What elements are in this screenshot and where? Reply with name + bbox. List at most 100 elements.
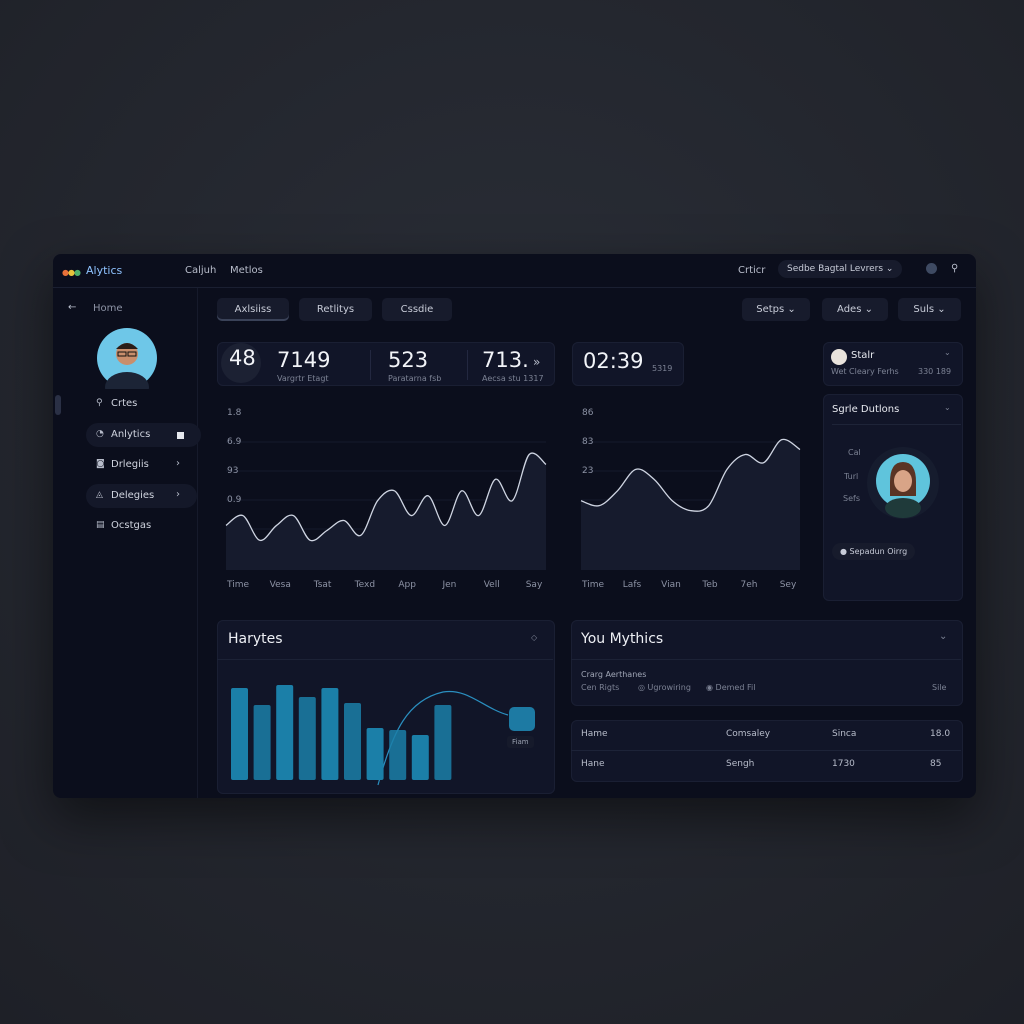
stat-icon: [221, 343, 261, 383]
tab[interactable]: Retlitys: [299, 298, 372, 321]
stat-label: Vargrtr Etagt: [277, 374, 329, 383]
x-label: 7eh: [741, 580, 758, 590]
x-label: Lafs: [623, 580, 642, 590]
avatar: [97, 328, 157, 389]
bell-icon[interactable]: [926, 263, 937, 274]
tag-text: Ugrowiring: [647, 683, 691, 692]
x-label: App: [398, 580, 416, 590]
header-label: Crticr: [738, 265, 766, 276]
line-chart: 86 83 23 Time Lafs Vian Teb 7eh Sey: [580, 408, 801, 590]
menu-item[interactable]: Ocstgas: [111, 520, 152, 531]
tag: ◎ Ugrowiring: [638, 683, 691, 692]
menu-item[interactable]: Crtes: [111, 398, 138, 409]
y-label: 1.8: [227, 408, 242, 418]
x-label: Jen: [441, 580, 456, 590]
bar: [321, 688, 339, 780]
stat-arrow: »: [533, 355, 541, 369]
line: [580, 438, 801, 512]
back-arrow[interactable]: ←: [68, 302, 77, 313]
options-button[interactable]: ● Sepadun Oirrg: [832, 543, 916, 560]
divider: [53, 287, 976, 288]
table-cell: Comsaley: [726, 729, 771, 739]
filter[interactable]: Ades ⌄: [822, 298, 888, 321]
profile-count: 330 189: [918, 367, 952, 376]
table-cell: Sinca: [832, 729, 857, 739]
button-label: Sepadun Oirrg: [849, 547, 908, 556]
menu-icon: ◔: [96, 428, 104, 439]
menu-item[interactable]: Drlegiis: [111, 459, 149, 470]
menu-icon: ◙: [96, 459, 105, 469]
filter-label: Suls: [913, 304, 935, 315]
x-label: Tsat: [313, 580, 332, 590]
menu-icon: ⚲: [96, 398, 103, 408]
x-label: Say: [526, 580, 543, 590]
x-label: Time: [581, 580, 604, 590]
tab[interactable]: Axlsiiss: [217, 298, 289, 321]
option-label: Sefs: [843, 494, 860, 503]
menu-item[interactable]: Delegies: [111, 489, 155, 501]
x-label: Vell: [484, 580, 500, 590]
line: [225, 452, 547, 542]
table: [571, 720, 963, 782]
stat-label: Aecsa stu 1317: [482, 374, 544, 383]
area: [581, 439, 800, 570]
filter-label: Ades: [837, 304, 862, 315]
stat-label: 5319: [652, 364, 673, 373]
nav-link[interactable]: Metlos: [230, 265, 263, 276]
profile-name: Stalr: [851, 350, 875, 361]
tab[interactable]: Cssdie: [382, 298, 452, 321]
y-label: 23: [582, 466, 593, 476]
stat-card: [572, 342, 684, 386]
menu-item[interactable]: Anlytics: [111, 428, 151, 440]
table-cell: 85: [930, 759, 942, 769]
nav-link[interactable]: Caljuh: [185, 265, 217, 276]
bar: [366, 728, 384, 780]
tab-label: Cssdie: [400, 304, 434, 315]
row-divider: [571, 750, 961, 751]
settings-icon[interactable]: ⚲: [951, 263, 959, 274]
menu-arrow: ›: [176, 458, 180, 469]
bar: [411, 735, 429, 780]
menu-icon: ▤: [96, 520, 105, 530]
profile-card: [823, 342, 963, 386]
tag-text: Demed Fil: [715, 683, 756, 692]
option-label: Turl: [844, 472, 859, 481]
y-label: 93: [227, 466, 238, 476]
menu-icon: ◬: [96, 489, 103, 500]
x-label: Time: [226, 580, 249, 590]
divider: [467, 350, 468, 380]
table-cell: Sengh: [726, 759, 755, 769]
y-label: 6.9: [227, 437, 242, 447]
profile-avatar: [867, 447, 939, 519]
chevron[interactable]: ⌄: [944, 403, 951, 412]
stat-value: 02:39: [583, 349, 644, 373]
bar: [298, 697, 316, 780]
metrics-subtitle: Crarg Aerthanes: [581, 670, 647, 679]
account-select[interactable]: Sedbe Bagtal Levrers ⌄: [778, 260, 903, 278]
card-menu[interactable]: ◇: [531, 633, 538, 642]
filter[interactable]: Suls ⌄: [898, 298, 961, 321]
chevron[interactable]: ⌄: [944, 348, 951, 357]
y-label: 86: [582, 408, 594, 418]
bar: [389, 730, 407, 780]
tag: Cen Rigts: [581, 683, 620, 692]
x-label: Vesa: [270, 580, 291, 590]
bar: [231, 688, 248, 780]
option-label: Cal: [848, 448, 861, 457]
divider: [217, 659, 553, 660]
stat-value: 523: [388, 348, 429, 372]
menu-highlight: [86, 483, 197, 508]
account-name: Sedbe Bagtal Levrers: [787, 264, 884, 274]
menu-dot: [177, 431, 184, 439]
y-label: 83: [582, 437, 593, 447]
back-link[interactable]: Home: [93, 303, 123, 314]
stat-value: 48: [229, 346, 256, 370]
filter-label: Setps: [756, 304, 785, 315]
chevron[interactable]: ⌄: [939, 631, 948, 642]
line-chart: 1.8 6.9 93 0.9 Time Vesa Tsat Texd App Jen Vell Say: [225, 408, 547, 590]
metrics-card: [571, 620, 963, 706]
bar-chart: [231, 685, 509, 786]
filter[interactable]: Setps ⌄: [742, 298, 810, 321]
table-cell: Hane: [581, 759, 605, 769]
